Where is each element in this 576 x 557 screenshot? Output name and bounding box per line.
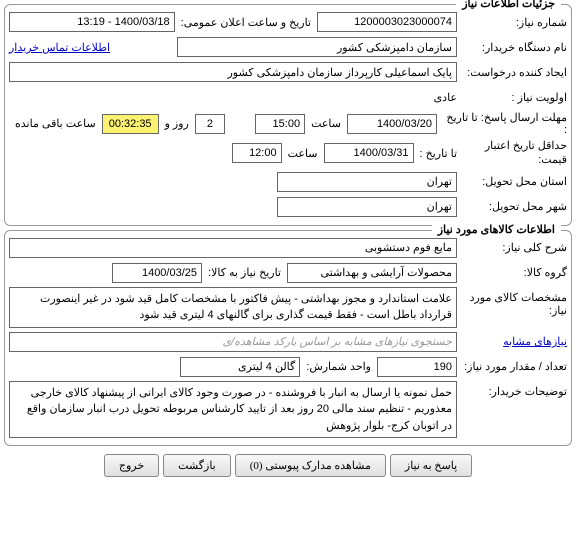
min-validity-time-field: 12:00 (232, 143, 282, 163)
qty-field: 190 (377, 357, 457, 377)
goods-spec-field: علامت استاندارد و مجوز بهداشتی - پیش فاک… (9, 287, 457, 328)
section2-title: اطلاعات کالاهای مورد نیاز (432, 223, 561, 236)
buyer-org-label: نام دستگاه خریدار: (457, 41, 567, 54)
section1-title: جزئیات اطلاعات نیاز (456, 0, 561, 10)
creator-label: ایجاد کننده درخواست: (457, 66, 567, 79)
buyer-org-field: سازمان دامپزشکی کشور (177, 37, 457, 57)
delivery-province-field: تهران (277, 172, 457, 192)
buyer-contact-link[interactable]: اطلاعات تماس خریدار (9, 41, 110, 54)
buyer-notes-label: توضیحات خریدار: (457, 381, 567, 398)
attachments-button[interactable]: مشاهده مدارک پیوستی (0) (235, 454, 386, 477)
priority-value: عادی (434, 91, 457, 104)
need-details-section: جزئیات اطلاعات نیاز شماره نیاز: 12000030… (4, 4, 572, 226)
deadline-time-field: 15:00 (255, 114, 305, 134)
time-label-2: ساعت (282, 147, 324, 160)
until-label: تا تاریخ : (414, 147, 457, 160)
min-validity-date-field: 1400/03/31 (324, 143, 414, 163)
reply-button[interactable]: پاسخ به نیاز (390, 454, 472, 477)
buyer-notes-field: حمل نمونه یا ارسال به انبار با فروشنده -… (9, 381, 457, 439)
goods-spec-label: مشخصات کالای مورد نیاز: (457, 287, 567, 317)
need-date-field: 1400/03/25 (112, 263, 202, 283)
goods-group-field: محصولات آرایشی و بهداشتی (287, 263, 457, 283)
back-button[interactable]: بازگشت (163, 454, 231, 477)
need-date-label: تاریخ نیاز به کالا: (202, 266, 287, 279)
creator-field: پایک اسماعیلی کارپرداز سازمان دامپزشکی ک… (9, 62, 457, 82)
min-validity-label: حداقل تاریخ اعتبار قیمت: (457, 139, 567, 168)
similar-link[interactable]: نیازهای مشابه (503, 336, 567, 348)
need-number-field: 1200003023000074 (317, 12, 457, 32)
exit-button[interactable]: خروج (104, 454, 159, 477)
delivery-province-label: استان محل تحویل: (457, 175, 567, 188)
delivery-city-label: شهر محل تحویل: (457, 200, 567, 213)
public-announce-field: 1400/03/18 - 13:19 (9, 12, 175, 32)
days-field: 2 (195, 114, 225, 134)
need-number-label: شماره نیاز: (457, 16, 567, 29)
remaining-suffix: ساعت باقی مانده (9, 117, 102, 130)
priority-label: اولویت نیاز : (457, 91, 567, 104)
goods-info-section: اطلاعات کالاهای مورد نیاز شرح کلی نیاز: … (4, 230, 572, 447)
general-desc-field: مایع فوم دستشوبی (9, 238, 457, 258)
similar-search-field[interactable]: جستجوی نیازهای مشابه بر اساس بارکد مشاهد… (9, 332, 457, 352)
deadline-date-field: 1400/03/20 (347, 114, 437, 134)
unit-field: گالن 4 لیتری (180, 357, 300, 377)
delivery-city-field: تهران (277, 197, 457, 217)
general-desc-label: شرح کلی نیاز: (457, 241, 567, 254)
deadline-label: مهلت ارسال پاسخ: تا تاریخ : (437, 111, 567, 136)
unit-label: واحد شمارش: (300, 360, 377, 373)
time-label-1: ساعت (305, 117, 347, 130)
button-bar: پاسخ به نیاز مشاهده مدارک پیوستی (0) باز… (4, 454, 572, 477)
remaining-time: 00:32:35 (102, 114, 159, 134)
goods-group-label: گروه کالا: (457, 266, 567, 279)
qty-label: تعداد / مقدار مورد نیاز: (457, 360, 567, 373)
days-suffix: روز و (159, 117, 195, 130)
similar-link-label: نیازهای مشابه (457, 335, 567, 348)
public-announce-label: تاریخ و ساعت اعلان عمومی: (175, 16, 317, 29)
